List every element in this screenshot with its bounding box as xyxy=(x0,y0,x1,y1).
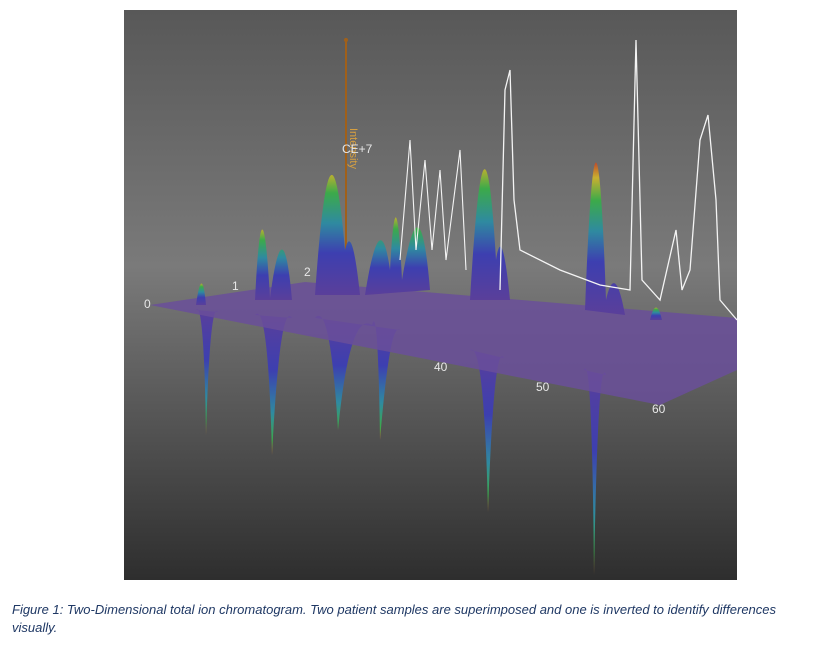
zero-label: 0 xyxy=(144,297,151,311)
overlay-trace xyxy=(399,139,467,271)
figure: 0 1 2 Intensity CE+7 40 50 60 xyxy=(124,10,738,580)
x-tick-label: 50 xyxy=(536,380,550,394)
x-tick-label: 40 xyxy=(434,360,448,374)
overlay-trace xyxy=(499,39,738,321)
x-tick-label: 60 xyxy=(652,402,666,416)
base-plane xyxy=(150,282,737,405)
figure-caption: Figure 1: Two-Dimensional total ion chro… xyxy=(12,602,777,635)
intensity-label: Intensity xyxy=(347,128,359,169)
depth-tick-label: 1 xyxy=(232,279,239,293)
depth-tick-label: 2 xyxy=(304,265,311,279)
intensity-scale: CE+7 xyxy=(342,142,373,156)
axis-end xyxy=(344,38,348,42)
